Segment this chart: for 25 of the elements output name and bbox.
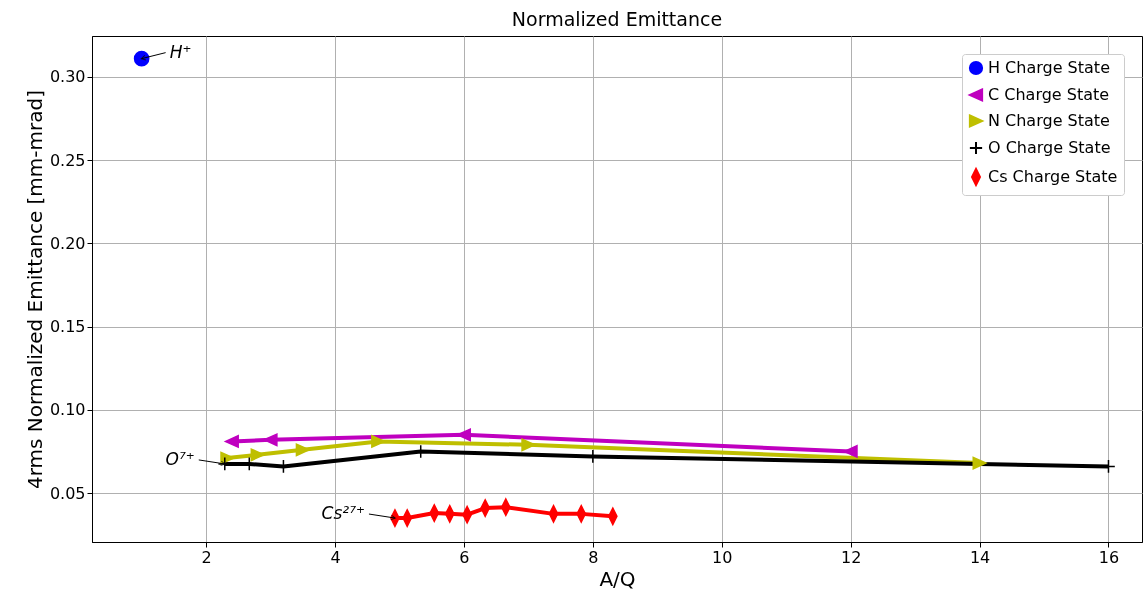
- legend-label: C Charge State: [988, 85, 1110, 104]
- chart-title: Normalized Emittance: [511, 8, 723, 30]
- y-tick-label: 0.20: [49, 233, 86, 253]
- annotation: O⁷⁺: [165, 448, 195, 469]
- legend-label: N Charge State: [988, 111, 1110, 130]
- y-tick-label: 0.25: [49, 150, 86, 170]
- x-axis-title: A/Q: [599, 566, 636, 590]
- legend-label: O Charge State: [988, 138, 1111, 157]
- x-tick-label: 16: [1098, 547, 1120, 567]
- annotation: H⁺: [169, 41, 192, 62]
- x-tick-label: 2: [201, 547, 212, 567]
- y-axis-title: 4rms Normalized Emittance [mm-mrad]: [22, 89, 47, 490]
- y-tick-label: 0.10: [49, 400, 86, 420]
- y-tick-label: 0.30: [49, 67, 86, 87]
- x-tick-label: 14: [969, 547, 991, 567]
- y-tick-label: 0.05: [49, 483, 86, 503]
- x-tick-label: 4: [330, 547, 341, 567]
- x-tick-label: 8: [588, 547, 599, 567]
- x-tick-label: 12: [840, 547, 862, 567]
- legend-label: H Charge State: [988, 58, 1110, 77]
- annotation: Cs²⁷⁺: [321, 503, 365, 524]
- legend-label: Cs Charge State: [988, 167, 1118, 186]
- x-tick-label: 6: [459, 547, 470, 567]
- y-tick-label: 0.15: [49, 317, 86, 337]
- x-tick-label: 10: [712, 547, 733, 567]
